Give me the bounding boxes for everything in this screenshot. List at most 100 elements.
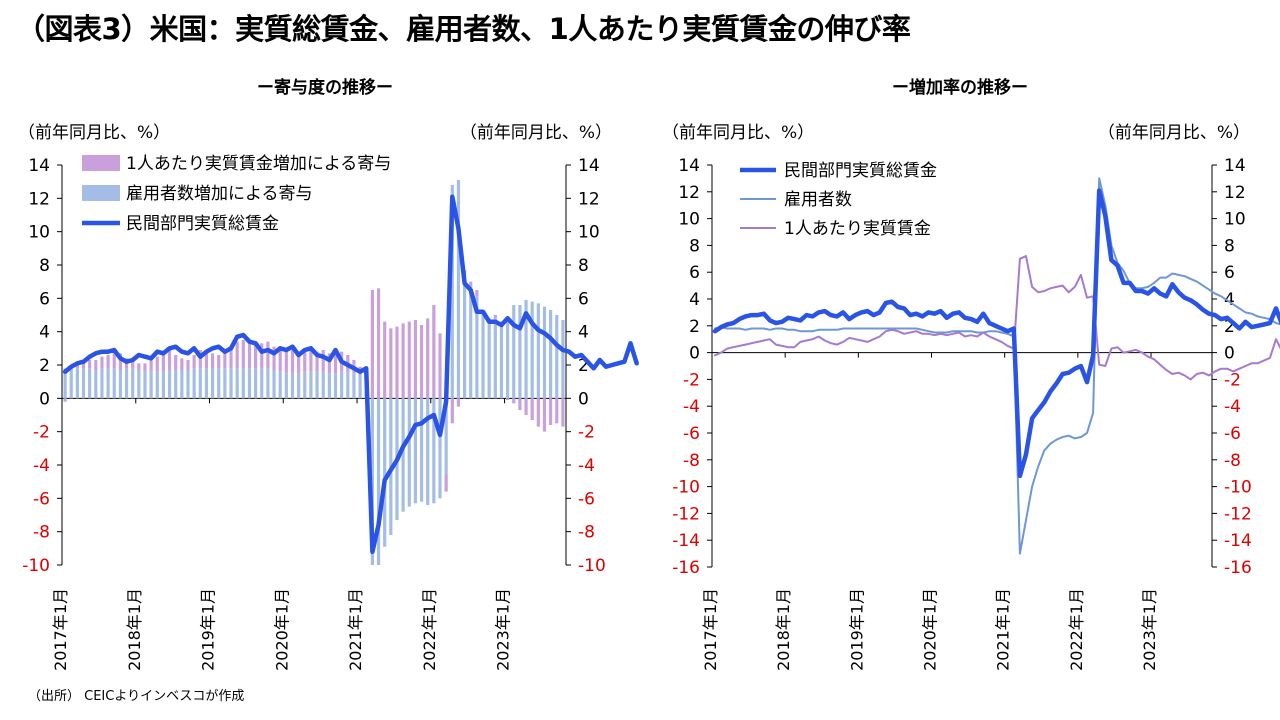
left-tick-label: 8 bbox=[39, 256, 50, 276]
x-tick-label: 2018年1月 bbox=[774, 588, 793, 671]
employment-contribution-bar bbox=[450, 185, 454, 399]
page-title: （図表3）米国：実質総賃金、雇用者数、1人あたり実質賃金の伸び率 bbox=[16, 12, 911, 46]
wage-contribution-bar bbox=[63, 398, 67, 402]
employment-contribution-bar bbox=[333, 373, 338, 399]
employment-contribution-bar bbox=[530, 301, 534, 399]
wage-contribution-bar bbox=[81, 361, 86, 369]
wage-contribution-bar bbox=[536, 398, 540, 427]
x-tick-label: 2020年1月 bbox=[272, 588, 291, 671]
legend-label: 1人あたり実質賃金 bbox=[784, 219, 931, 239]
employment-contribution-bar bbox=[106, 368, 110, 399]
left-axis-unit: （前年同月比、%） bbox=[662, 123, 814, 143]
right-tick-label: 12 bbox=[578, 189, 600, 209]
right-axis-unit: （前年同月比、%） bbox=[460, 123, 612, 143]
wage-contribution-bar bbox=[88, 360, 92, 369]
employment-contribution-bar bbox=[462, 270, 467, 399]
employment-contribution-bar bbox=[383, 398, 387, 547]
left-tick-label: -4 bbox=[33, 456, 50, 476]
wage-contribution-bar bbox=[161, 355, 166, 372]
left-tick-label: 0 bbox=[689, 344, 700, 364]
x-tick-label: 2017年1月 bbox=[51, 588, 70, 671]
wage-contribution-bar bbox=[303, 348, 307, 372]
wage-contribution-bar bbox=[210, 353, 215, 369]
employment-contribution-bar bbox=[75, 368, 79, 399]
left-tick-label: -10 bbox=[22, 556, 50, 576]
employment-contribution-bar bbox=[444, 398, 448, 474]
employment-contribution-bar bbox=[124, 368, 129, 399]
right-tick-label: -10 bbox=[578, 556, 606, 576]
left-tick-label: 6 bbox=[689, 263, 700, 283]
wage-contribution-bar bbox=[217, 355, 221, 369]
left-tick-label: -2 bbox=[683, 370, 700, 390]
wage-contribution-bar bbox=[469, 281, 473, 287]
employment-contribution-bar bbox=[419, 398, 424, 502]
wage-contribution-bar bbox=[530, 398, 534, 420]
chart-panel-2: ー増加率の推移ー （前年同月比、%） （前年同月比、%） 14 14 12 12 10 10 8 8… bbox=[662, 77, 1280, 671]
wage-contribution-bar bbox=[333, 348, 338, 374]
employment-contribution-bar bbox=[524, 300, 528, 399]
employment-contribution-bar bbox=[112, 368, 116, 399]
wage-contribution-bar bbox=[174, 355, 178, 370]
left-tick-label: -8 bbox=[33, 523, 50, 543]
legend-swatch bbox=[82, 155, 120, 171]
right-tick-label: 6 bbox=[1224, 263, 1235, 283]
wage-contribution-bar bbox=[100, 356, 104, 369]
employment-contribution-bar bbox=[376, 398, 381, 565]
right-tick-label: -2 bbox=[1224, 370, 1241, 390]
right-tick-label: 4 bbox=[1224, 290, 1235, 310]
wage-contribution-bar bbox=[290, 350, 295, 374]
x-tick-label: 2017年1月 bbox=[701, 588, 720, 671]
wage-contribution-bar bbox=[309, 346, 313, 372]
wage-contribution-bar bbox=[327, 353, 331, 374]
employment-contribution-bar bbox=[499, 323, 504, 399]
employment-contribution-bar bbox=[309, 371, 313, 399]
left-tick-label: 8 bbox=[689, 236, 700, 256]
employment-contribution-bar bbox=[63, 368, 67, 399]
right-tick-label: -14 bbox=[1224, 531, 1252, 551]
left-tick-label: 12 bbox=[28, 189, 50, 209]
wage-contribution-bar bbox=[555, 398, 559, 424]
wage-contribution-bar bbox=[229, 348, 233, 369]
employment-contribution-bar bbox=[487, 318, 491, 399]
right-tick-label: -6 bbox=[578, 489, 595, 509]
wage-contribution-bar bbox=[518, 398, 522, 410]
wage-contribution-bar bbox=[370, 290, 374, 399]
employment-contribution-bar bbox=[118, 370, 122, 399]
employment-contribution-bar bbox=[131, 368, 135, 399]
employment-contribution-bar bbox=[370, 398, 374, 565]
legend-swatch bbox=[82, 185, 120, 201]
x-tick-label: 2018年1月 bbox=[125, 588, 144, 671]
employment-contribution-bar bbox=[192, 368, 196, 399]
employment-contribution-bar bbox=[143, 370, 147, 399]
x-tick-label: 2022年1月 bbox=[420, 588, 439, 671]
right-tick-label: 12 bbox=[1224, 183, 1246, 203]
wage-contribution-bar bbox=[456, 398, 461, 407]
panel-title: ー寄与度の推移ー bbox=[257, 77, 393, 98]
wage-contribution-bar bbox=[426, 318, 430, 399]
left-tick-label: -16 bbox=[672, 558, 700, 578]
wage-contribution-bar bbox=[450, 398, 454, 424]
wage-contribution-bar bbox=[198, 350, 202, 369]
wage-contribution-bar bbox=[413, 320, 418, 399]
left-tick-label: 4 bbox=[689, 290, 700, 310]
x-tick-label: 2022年1月 bbox=[1067, 588, 1086, 671]
per-capita-wage-line bbox=[714, 255, 1280, 381]
wage-contribution-bar bbox=[444, 473, 448, 492]
right-tick-label: 14 bbox=[1224, 156, 1246, 176]
wage-contribution-bar bbox=[137, 363, 141, 370]
employment-contribution-bar bbox=[167, 370, 172, 399]
right-tick-label: -4 bbox=[578, 456, 595, 476]
left-tick-label: -4 bbox=[683, 397, 700, 417]
left-tick-label: -2 bbox=[33, 423, 50, 443]
wage-contribution-bar bbox=[542, 398, 547, 432]
wage-contribution-bar bbox=[112, 353, 116, 369]
right-tick-label: -12 bbox=[1224, 504, 1252, 524]
x-tick-label: 2023年1月 bbox=[1140, 588, 1159, 671]
panel-title: ー増加率の推移ー bbox=[892, 77, 1028, 98]
employment-contribution-bar bbox=[407, 398, 411, 507]
employment-contribution-bar bbox=[278, 371, 282, 399]
employment-contribution-bar bbox=[352, 373, 356, 399]
wage-contribution-bar bbox=[419, 325, 424, 399]
